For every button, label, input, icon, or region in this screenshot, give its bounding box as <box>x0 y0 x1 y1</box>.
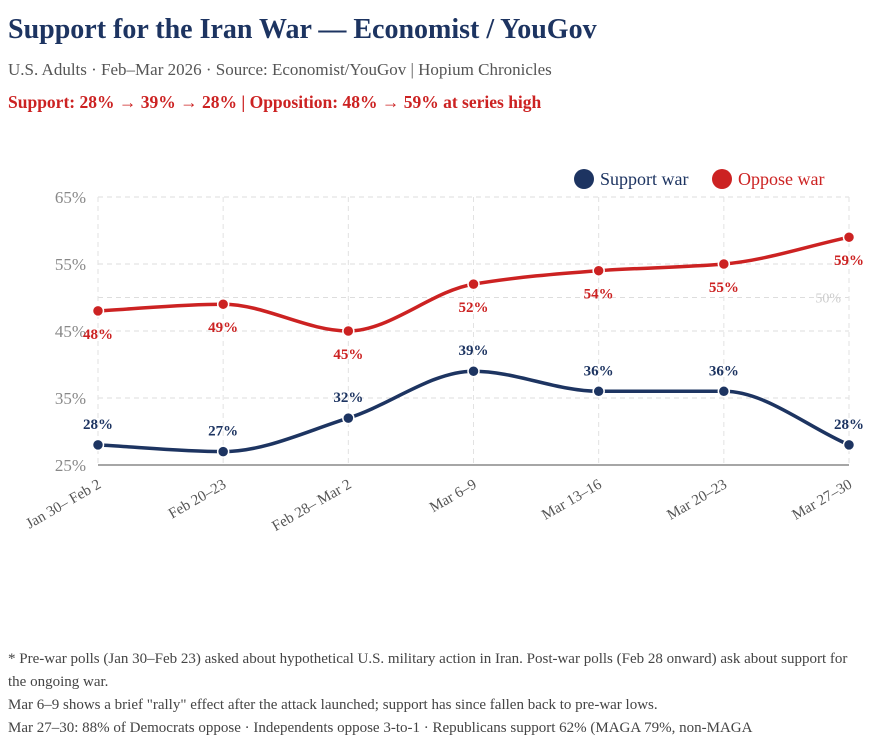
y-tick-label: 65% <box>55 188 86 207</box>
data-label: 32% <box>333 390 363 406</box>
headline-summary: Support: 28% → 39% → 28% | Opposition: 4… <box>8 92 542 112</box>
x-tick-label: Mar 13–16 <box>539 476 605 523</box>
x-tick-label: Jan 30– Feb 2 <box>23 477 104 533</box>
data-point <box>342 411 355 425</box>
data-label: 52% <box>459 300 489 316</box>
x-tick-label: Mar 27–30 <box>790 477 855 524</box>
data-label: 48% <box>83 327 113 343</box>
footnote: * Pre-war polls (Jan 30–Feb 23) asked ab… <box>8 651 848 690</box>
data-point <box>842 438 856 452</box>
data-point <box>467 277 480 291</box>
data-label: 59% <box>834 253 864 269</box>
data-point <box>592 264 605 277</box>
data-point <box>592 385 605 398</box>
legend-marker-support <box>574 169 594 189</box>
data-point <box>91 304 105 318</box>
data-label: 28% <box>83 417 113 433</box>
reference-line-label: 50% <box>815 292 841 307</box>
data-point <box>717 385 731 398</box>
x-tick-label: Mar 6–9 <box>427 477 479 516</box>
y-tick-label: 35% <box>55 389 86 408</box>
legend-label: Oppose war <box>738 169 824 189</box>
footnote: Mar 6–9 shows a brief "rally" effect aft… <box>8 697 658 713</box>
data-label: 49% <box>208 320 238 336</box>
data-point <box>216 445 230 458</box>
legend-marker-oppose <box>712 169 732 189</box>
footnote: Mar 27–30: 88% of Democrats oppose · Ind… <box>8 720 753 736</box>
legend-label: Support war <box>600 169 689 189</box>
data-point <box>717 257 731 271</box>
y-tick-label: 25% <box>55 456 86 475</box>
x-tick-label: Mar 20–23 <box>664 477 729 524</box>
line-chart: 25% 35% 45% 55% 65% 50% Jan 30– Feb 2 Feb 20–23… <box>23 169 864 535</box>
data-label: 36% <box>584 363 614 379</box>
data-point <box>467 364 480 378</box>
data-label: 39% <box>459 343 489 359</box>
data-label: 55% <box>709 280 739 296</box>
data-point <box>216 297 230 311</box>
data-label: 27% <box>208 424 238 440</box>
y-tick-label: 55% <box>55 255 86 274</box>
data-label: 36% <box>709 363 739 379</box>
data-point <box>91 438 105 452</box>
y-tick-label: 45% <box>55 322 86 341</box>
data-point <box>342 324 355 338</box>
chart-title: Support for the Iran War — Economist / Y… <box>8 14 597 45</box>
chart-subtitle: U.S. Adults · Feb–Mar 2026 · Source: Eco… <box>8 60 552 79</box>
footnotes: * Pre-war polls (Jan 30–Feb 23) asked ab… <box>8 648 868 740</box>
data-label: 28% <box>834 417 864 433</box>
data-label: 54% <box>584 287 614 303</box>
data-label: 45% <box>333 347 363 363</box>
data-point <box>842 230 856 244</box>
x-tick-label: Feb 20–23 <box>166 477 229 523</box>
x-tick-label: Feb 28– Mar 2 <box>269 477 354 535</box>
